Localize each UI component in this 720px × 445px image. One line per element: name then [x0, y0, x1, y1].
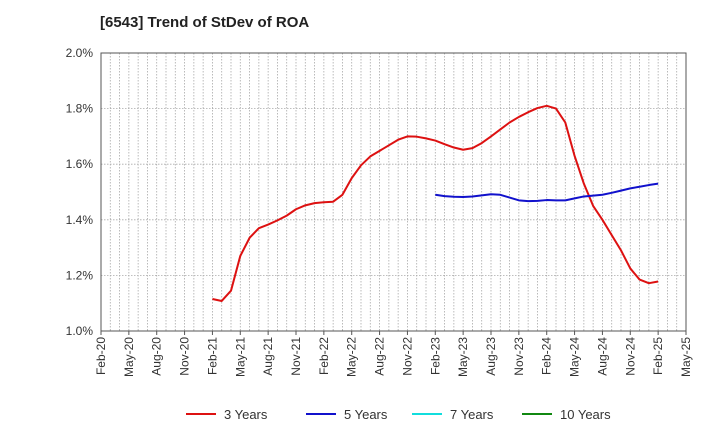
x-tick-label: Aug-20 — [150, 337, 164, 376]
x-tick-label: Feb-20 — [94, 337, 108, 375]
legend-label: 5 Years — [344, 407, 388, 422]
y-tick-label: 1.6% — [66, 157, 94, 171]
x-tick-label: Feb-25 — [651, 337, 665, 375]
y-tick-label: 1.8% — [66, 102, 94, 116]
y-tick-label: 1.4% — [66, 213, 94, 227]
x-tick-label: Nov-21 — [289, 337, 303, 376]
x-tick-label: Aug-24 — [595, 337, 609, 376]
x-tick-label: Nov-24 — [623, 337, 637, 376]
x-tick-label: Feb-22 — [317, 337, 331, 375]
x-tick-label: Nov-20 — [178, 337, 192, 376]
axes: 1.0% 1.2% 1.4% 1.6% 1.8% 2.0% Feb-20 May-20 Aug-… — [66, 46, 693, 377]
x-tick-label: May-20 — [122, 337, 136, 377]
y-tick-label: 2.0% — [66, 46, 94, 60]
x-tick-label: May-21 — [233, 337, 247, 377]
x-tick-label: Feb-23 — [428, 337, 442, 375]
y-tick-label: 1.2% — [66, 268, 94, 282]
series-group — [212, 104, 659, 302]
x-tick-label: Aug-22 — [373, 337, 387, 376]
x-tick-label: Aug-23 — [484, 337, 498, 376]
x-tick-label: Aug-21 — [261, 337, 275, 376]
x-tick-label: May-23 — [456, 337, 470, 377]
plot-border — [100, 52, 687, 332]
x-tick-label: Nov-23 — [512, 337, 526, 376]
legend: 3 Years 5 Years 7 Years 10 Years — [186, 407, 611, 422]
legend-label: 10 Years — [560, 407, 611, 422]
y-tick-label: 1.0% — [66, 324, 94, 338]
series-line — [212, 104, 659, 302]
x-tick-label: Nov-22 — [400, 337, 414, 376]
chart-title: [6543] Trend of StDev of ROA — [100, 14, 310, 31]
x-tick-label: May-25 — [679, 337, 693, 377]
series-line — [435, 182, 659, 203]
legend-label: 3 Years — [224, 407, 268, 422]
x-tick-label: May-22 — [345, 337, 359, 377]
x-tick-label: Feb-24 — [540, 337, 554, 375]
x-tick-label: May-24 — [568, 337, 582, 377]
legend-label: 7 Years — [450, 407, 494, 422]
x-tick-label: Feb-21 — [205, 337, 219, 375]
grid — [100, 52, 687, 332]
